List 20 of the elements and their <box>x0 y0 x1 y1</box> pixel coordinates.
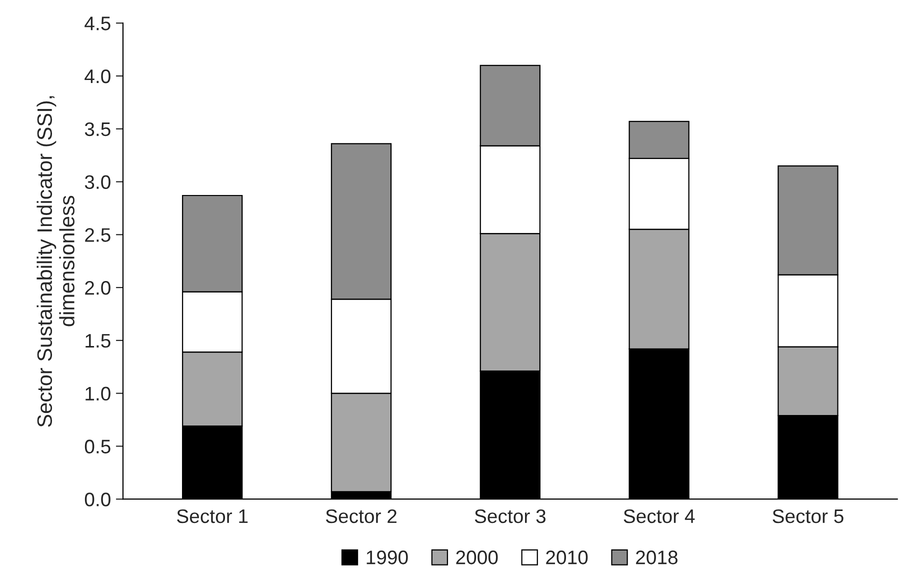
y-tick-label: 4.0 <box>84 69 110 84</box>
y-tick-label: 0.5 <box>84 440 110 454</box>
y-tick-label: 0.0 <box>84 492 110 506</box>
x-tick-label: Sector 3 <box>474 509 546 524</box>
x-tick-label: Sector 2 <box>326 509 396 524</box>
legend-label: 2000 <box>456 550 498 564</box>
y-tick-label: 2.5 <box>85 228 110 242</box>
y-tick-label: 1.5 <box>86 334 110 348</box>
x-tick-label: Sector 5 <box>772 509 844 524</box>
y-tick-label: 3.5 <box>84 122 110 136</box>
y-tick-label: 1.0 <box>86 386 110 401</box>
y-tick-label: 3.0 <box>84 175 110 189</box>
x-tick-label: Sector 1 <box>177 509 248 524</box>
legend-label: 1990 <box>366 550 408 564</box>
y-axis-title: Sector Sustainability Indicator (SSI), dimensionless <box>36 96 74 427</box>
legend-label: 2018 <box>636 550 678 564</box>
legend-label: 2010 <box>546 550 588 564</box>
y-tick-label: 4.5 <box>84 16 110 30</box>
x-tick-label: Sector 4 <box>624 509 695 524</box>
y-tick-label: 2.0 <box>85 281 110 295</box>
